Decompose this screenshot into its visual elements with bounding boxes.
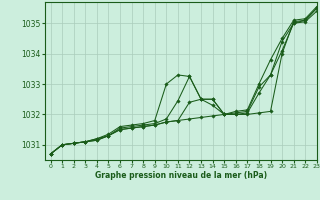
X-axis label: Graphe pression niveau de la mer (hPa): Graphe pression niveau de la mer (hPa) [95,171,267,180]
